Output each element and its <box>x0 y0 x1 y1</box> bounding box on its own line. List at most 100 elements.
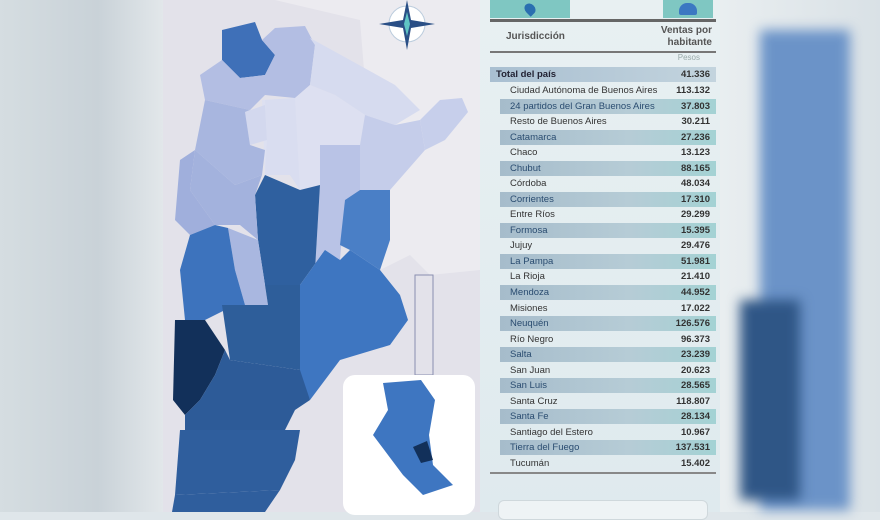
table-row: Jujuy 29.476 <box>500 238 716 253</box>
column-jurisdiccion: Jurisdicción <box>506 31 565 42</box>
divider <box>490 472 716 474</box>
compass-rose-icon <box>377 0 437 50</box>
table-row: San Juan 20.623 <box>500 363 716 378</box>
table-row-total: Total del país 41.336 <box>490 67 716 82</box>
row-value: 17.310 <box>680 193 710 205</box>
province-mendoza <box>180 225 245 320</box>
map-pin-icon <box>522 1 538 17</box>
table-row: Córdoba 48.034 <box>500 176 716 191</box>
province-santiago <box>265 98 300 190</box>
inset-map <box>343 375 475 515</box>
row-value: 27.236 <box>680 131 710 143</box>
table-row: Ciudad Autónoma de Buenos Aires 113.132 <box>500 83 716 98</box>
table-row: Santa Cruz 118.807 <box>500 394 716 409</box>
tab-people[interactable] <box>663 0 713 18</box>
table-row: La Pampa 51.981 <box>500 253 716 269</box>
table-row: Santiago del Estero 10.967 <box>500 425 716 440</box>
row-value: 17.022 <box>680 302 710 314</box>
row-name: Santa Fe <box>510 411 549 423</box>
row-value: 37.803 <box>680 100 710 112</box>
blurred-background-left <box>0 0 163 512</box>
row-name: Santa Cruz <box>510 395 558 407</box>
row-value: 126.576 <box>675 318 710 330</box>
table-header: Jurisdicción Ventas por habitante <box>490 19 716 53</box>
row-name: Corrientes <box>510 193 554 205</box>
unit-label: Pesos <box>677 53 700 62</box>
table-row: Entre Ríos 29.299 <box>500 207 716 222</box>
row-value: 15.402 <box>680 457 710 469</box>
row-name: Misiones <box>510 302 548 314</box>
table-row: Chaco 13.123 <box>500 145 716 160</box>
column-ventas: Ventas por habitante <box>660 24 712 48</box>
table-row: Tierra del Fuego 137.531 <box>500 440 716 456</box>
province-neuquen <box>173 320 225 415</box>
table-row: Mendoza 44.952 <box>500 285 716 301</box>
row-value: 137.531 <box>675 442 710 454</box>
table-row: La Rioja 21.410 <box>500 269 716 284</box>
table-row: Tucumán 15.402 <box>500 456 716 471</box>
province-tucuman <box>245 105 267 145</box>
table-row: San Luis 28.565 <box>500 378 716 394</box>
row-name: Resto de Buenos Aires <box>510 116 607 128</box>
row-value: 10.967 <box>680 426 710 438</box>
table-row: Catamarca 27.236 <box>500 129 716 145</box>
people-icon <box>679 3 697 15</box>
row-value: 20.623 <box>680 364 710 376</box>
province-san-juan <box>175 150 215 235</box>
row-name: Río Negro <box>510 333 554 345</box>
province-santa-cruz <box>172 490 280 512</box>
province-salta <box>200 26 315 110</box>
row-value: 29.476 <box>680 240 710 252</box>
row-name: Entre Ríos <box>510 209 555 221</box>
table-row: Chubut 88.165 <box>500 160 716 176</box>
province-formosa <box>310 38 420 125</box>
row-name: Tucumán <box>510 457 550 469</box>
province-chubut <box>175 430 300 495</box>
table-row: Salta 23.239 <box>500 347 716 363</box>
row-name: San Luis <box>510 380 547 392</box>
bottom-box <box>498 500 708 520</box>
row-name: Chaco <box>510 147 538 159</box>
row-value: 13.123 <box>680 147 710 159</box>
province-catamarca <box>195 100 265 185</box>
row-name: Neuquén <box>510 318 549 330</box>
row-value: 118.807 <box>676 395 710 407</box>
row-name: Córdoba <box>510 178 547 190</box>
blurred-background-right <box>720 0 880 512</box>
row-value: 48.034 <box>680 178 710 190</box>
table-row: Neuquén 126.576 <box>500 316 716 332</box>
province-misiones <box>420 98 468 150</box>
row-name: La Pampa <box>510 255 554 267</box>
table-row: Corrientes 17.310 <box>500 191 716 207</box>
row-name: Tierra del Fuego <box>510 442 580 454</box>
province-rio-negro <box>185 350 310 430</box>
province-san-luis <box>228 228 268 305</box>
table-row: Misiones 17.022 <box>500 301 716 316</box>
row-name: Santiago del Estero <box>510 426 593 438</box>
province-corrientes <box>360 115 425 190</box>
row-value: 88.165 <box>680 162 710 174</box>
tab-map[interactable] <box>490 0 570 18</box>
province-la-rioja <box>190 150 262 240</box>
province-buenos-aires <box>300 250 408 400</box>
table-row: Santa Fe 28.134 <box>500 409 716 425</box>
row-value: 23.239 <box>680 349 710 361</box>
table-row: 24 partidos del Gran Buenos Aires 37.803 <box>500 98 716 114</box>
row-value: 41.336 <box>680 69 710 80</box>
row-name: Ciudad Autónoma de Buenos Aires <box>510 85 658 96</box>
province-santa-fe <box>315 145 360 270</box>
row-name: 24 partidos del Gran Buenos Aires <box>510 100 655 112</box>
table-row: Resto de Buenos Aires 30.211 <box>500 114 716 129</box>
province-cordoba <box>255 175 325 285</box>
row-value: 15.395 <box>680 224 710 236</box>
row-name: Chubut <box>510 162 541 174</box>
row-value: 21.410 <box>680 271 710 283</box>
row-name: Total del país <box>496 69 557 80</box>
row-name: Catamarca <box>510 131 557 143</box>
row-name: Jujuy <box>510 240 533 252</box>
row-value: 96.373 <box>680 333 710 345</box>
row-value: 113.132 <box>676 85 710 96</box>
row-value: 28.565 <box>680 380 710 392</box>
data-panel: Jurisdicción Ventas por habitante Pesos … <box>480 0 720 520</box>
row-value: 44.952 <box>680 287 710 299</box>
